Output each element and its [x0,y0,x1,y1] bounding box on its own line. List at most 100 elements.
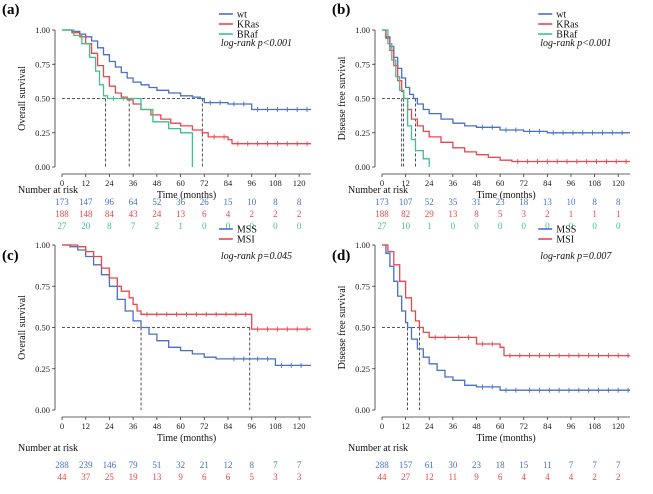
risk-table-cell: 0 [273,221,278,231]
x-tick-label: 108 [269,178,282,188]
survival-curve-mss [62,244,311,367]
y-tick-label: 0.50 [355,94,370,104]
y-tick-label: 1.00 [35,240,50,250]
x-tick-label: 24 [105,178,114,188]
y-axis-label: Overall survival [17,295,28,360]
risk-table-cell: 6 [202,472,207,482]
legend-label-braf: BRaf [556,30,578,41]
risk-table-cell: 35 [448,197,458,207]
x-tick-label: 36 [449,421,458,431]
legend-label-kras: KRas [556,20,578,31]
risk-table-cell: 0 [226,221,231,231]
y-tick-label: 0.25 [35,128,50,138]
risk-table-title: Number at risk [18,185,78,196]
risk-table-cell: 1 [616,209,621,219]
risk-table-cell: 24 [152,209,162,219]
panel-label: (c) [2,248,19,264]
risk-table-cell: 6 [498,472,503,482]
survival-curve-wt [382,29,630,134]
risk-table-cell: 1 [178,221,183,231]
pvalue-label: log-rank p=0.007 [540,251,612,262]
y-tick-label: 1.00 [355,240,370,250]
x-axis-label: Time (months) [157,433,216,444]
panel-d: (d)0.000.250.500.751.000 12 24 36 48 60 72 84 96… [332,225,630,482]
risk-table-cell: 8 [273,197,278,207]
risk-table-cell: 27 [401,472,411,482]
risk-table-cell: 18 [519,197,529,207]
risk-table-cell: 2 [273,209,278,219]
risk-table-cell: 7 [131,221,136,231]
x-tick-label: 0 [60,178,64,188]
y-tick-label: 0.50 [35,323,50,333]
risk-table-cell: 84 [105,209,115,219]
y-tick-label: 0.00 [35,405,50,415]
risk-table-cell: 2 [545,209,550,219]
risk-table-cell: 7 [569,460,574,470]
risk-table-cell: 9 [178,472,183,482]
survival-curve-msi [62,244,311,330]
y-tick-label: 1.00 [35,25,50,35]
panel-a: (a)0.000.250.500.751.000 12 24 36 48 60 72 84 96… [2,2,311,231]
risk-table-cell: 12 [425,472,434,482]
risk-table-cell: 8 [249,460,254,470]
x-tick-label: 48 [472,421,481,431]
risk-table-cell: 13 [448,209,458,219]
x-tick-label: 84 [543,421,552,431]
risk-table-cell: 0 [592,221,597,231]
legend-label-mss: MSS [556,225,576,236]
x-tick-label: 0 [380,178,384,188]
survival-curve-kras [382,29,630,163]
risk-table-cell: 7 [616,460,621,470]
x-tick-label: 60 [176,178,185,188]
risk-table-cell: 8 [474,209,479,219]
legend-label-wt: wt [556,10,566,21]
risk-table-cell: 4 [521,472,526,482]
risk-table-cell: 32 [176,460,185,470]
risk-table-cell: 147 [79,197,93,207]
risk-table-cell: 0 [616,221,621,231]
x-axis-label: Time (months) [476,433,535,444]
y-tick-label: 0.75 [355,59,370,69]
x-tick-label: 120 [293,421,306,431]
risk-table-cell: 0 [521,221,526,231]
y-tick-label: 0.75 [355,281,370,291]
risk-table-cell: 4 [226,209,231,219]
x-tick-label: 72 [200,421,209,431]
pvalue-label: log-rank p<0.001 [540,38,611,49]
y-tick-label: 0.25 [355,128,370,138]
x-tick-label: 12 [401,421,410,431]
risk-table-cell: 29 [425,209,435,219]
y-tick-label: 0.00 [355,162,370,172]
legend-label-braf: BRaf [237,30,259,41]
risk-table-cell: 0 [545,221,550,231]
risk-table-cell: 11 [449,472,458,482]
risk-table-cell: 2 [592,472,597,482]
x-tick-label: 48 [153,178,162,188]
risk-table-cell: 96 [105,197,115,207]
pvalue-label: log-rank p=0.045 [221,251,292,262]
risk-table-cell: 2 [249,209,254,219]
x-tick-label: 0 [380,421,384,431]
risk-table-cell: 10 [401,221,411,231]
risk-table-cell: 12 [224,460,233,470]
x-tick-label: 84 [543,178,552,188]
risk-table-cell: 13 [152,472,162,482]
risk-table-cell: 5 [498,209,503,219]
risk-table-cell: 2 [616,472,621,482]
risk-table-cell: 18 [496,460,506,470]
risk-table-cell: 10 [566,197,576,207]
risk-table-cell: 23 [496,197,506,207]
risk-table-cell: 25 [105,472,115,482]
survival-curve-kras [62,29,311,145]
y-tick-label: 0.50 [355,323,370,333]
x-tick-label: 120 [612,178,625,188]
risk-table-cell: 0 [451,221,456,231]
x-tick-label: 12 [401,178,410,188]
panel-b: (b)0.000.250.500.751.000 12 24 36 48 60 72 84 96… [332,2,630,231]
panel-c: (c)0.000.250.500.751.000 12 24 36 48 60 72 84 96… [2,225,311,482]
legend-label-msi: MSI [556,235,574,246]
x-axis-label: Time (months) [476,190,535,201]
risk-table-title: Number at risk [18,443,78,454]
risk-table-cell: 5 [249,472,254,482]
risk-table-cell: 0 [474,221,479,231]
